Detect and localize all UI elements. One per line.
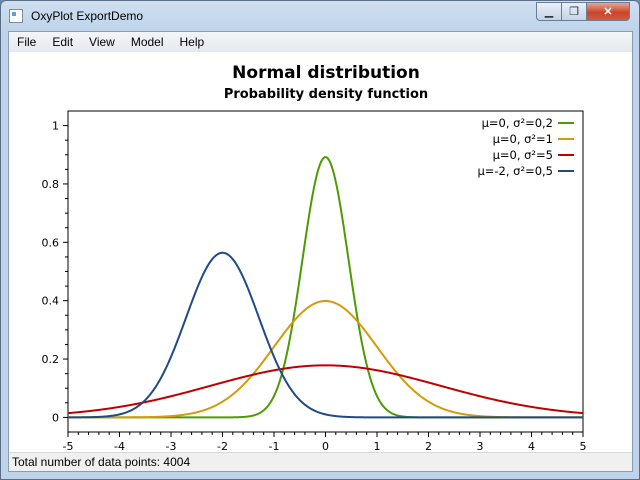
x-tick-label: -2 xyxy=(217,440,228,452)
maximize-button[interactable]: ❐ xyxy=(561,2,587,21)
x-tick-label: 0 xyxy=(322,440,329,452)
y-axis: 0 0.2 0.4 0.6 0.8 1 xyxy=(42,120,68,424)
x-tick-label: -5 xyxy=(63,440,74,452)
status-text: Total number of data points: 4004 xyxy=(12,455,191,469)
x-tick-label: 1 xyxy=(374,440,381,452)
x-tick-label: 4 xyxy=(528,440,535,452)
app-icon xyxy=(9,9,23,23)
window-title: OxyPlot ExportDemo xyxy=(31,9,144,23)
menu-file[interactable]: File xyxy=(17,35,37,49)
legend-label: μ=-2, σ²=0,5 xyxy=(477,164,553,178)
y-tick-label: 0.8 xyxy=(42,178,60,191)
series-line xyxy=(67,364,584,415)
series-line xyxy=(68,251,583,419)
x-tick-label: -3 xyxy=(166,440,177,452)
menu-help[interactable]: Help xyxy=(179,35,205,49)
chart-title: Normal distribution xyxy=(232,63,420,83)
minimize-button[interactable]: ▁ xyxy=(536,2,562,21)
x-axis: -5 -4 -3 -2 -1 0 1 2 3 4 5 xyxy=(63,432,587,452)
x-tick-label: 5 xyxy=(580,440,587,452)
y-tick-label: 0.2 xyxy=(42,353,60,366)
plot-view[interactable]: Normal distribution Probability density … xyxy=(9,52,632,452)
menu-view[interactable]: View xyxy=(89,35,115,49)
x-tick-label: 2 xyxy=(425,440,432,452)
x-tick-label: 3 xyxy=(477,440,484,452)
x-tick-label: -1 xyxy=(269,440,280,452)
menu-model[interactable]: Model xyxy=(130,35,164,49)
y-tick-label: 0.4 xyxy=(42,295,60,308)
title-bar[interactable]: OxyPlot ExportDemo ▁ ❐ ✕ xyxy=(1,1,639,31)
series-layer xyxy=(67,156,584,419)
y-tick-label: 0.6 xyxy=(42,236,60,249)
chart-subtitle: Probability density function xyxy=(224,87,428,102)
status-bar: Total number of data points: 4004 xyxy=(9,452,632,471)
legend: μ=0, σ²=0,2 μ=0, σ²=1 μ=0, σ²=5 μ=-2, σ²=0,… xyxy=(477,116,574,178)
close-button[interactable]: ✕ xyxy=(586,2,630,21)
series-line xyxy=(68,156,583,419)
menu-edit[interactable]: Edit xyxy=(52,35,74,49)
x-tick-label: -4 xyxy=(114,440,125,452)
y-tick-label: 0 xyxy=(52,411,59,424)
legend-label: μ=0, σ²=0,2 xyxy=(482,116,553,130)
client-area: File Edit View Model Help Normal distrib… xyxy=(8,31,633,472)
menu-bar: File Edit View Model Help xyxy=(9,32,632,52)
legend-label: μ=0, σ²=5 xyxy=(493,148,553,162)
y-tick-label: 1 xyxy=(52,120,59,133)
legend-label: μ=0, σ²=1 xyxy=(493,132,553,146)
